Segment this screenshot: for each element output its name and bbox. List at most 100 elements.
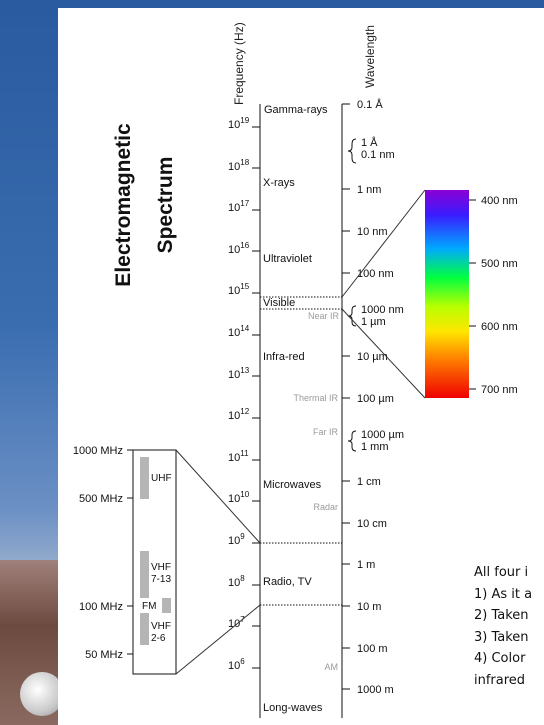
title-line-1: Electromagnetic: [112, 123, 135, 287]
vhf-7-13-range: 7-13: [151, 574, 171, 585]
band-infrared: Infra-red: [263, 351, 305, 363]
uhf-label: UHF: [151, 473, 172, 484]
freq-label-exp: 12: [240, 407, 249, 416]
band-radar: Radar: [313, 502, 338, 512]
radio-zoom-line-bottom: [175, 604, 261, 675]
wl-label: 10 nm: [357, 226, 388, 238]
freq-label-base: 10: [228, 577, 240, 589]
caption-line: 1) As it a: [474, 586, 533, 602]
frequency-labels: 1019 1018 1017 1016 1015 1014 1013 1012 …: [228, 116, 250, 672]
freq-label-base: 10: [228, 660, 240, 672]
frequency-ticks: [252, 126, 260, 669]
freq-label-base: 10: [228, 202, 240, 214]
svg-text:109: 109: [228, 532, 245, 547]
svg-text:1012: 1012: [228, 407, 250, 422]
caption-line: 4) Color: [474, 651, 526, 666]
vhf-2-6-label: VHF: [151, 621, 171, 632]
visible-label: 600 nm: [481, 321, 518, 333]
wavelength-ticks: [342, 188, 350, 690]
freq-label-exp: 19: [240, 116, 249, 125]
band-visible: Visible: [263, 297, 295, 309]
background-observatory-dome: [20, 672, 64, 716]
band-labels: Gamma-rays X-rays Ultraviolet Visible In…: [263, 104, 328, 714]
fm-label: FM: [142, 601, 156, 612]
svg-text:1014: 1014: [228, 324, 250, 339]
svg-text:107: 107: [228, 615, 245, 630]
svg-text:1018: 1018: [228, 158, 250, 173]
wl-label: 1000 µm: [361, 429, 404, 441]
band-thermal-ir: Thermal IR: [293, 393, 338, 403]
visible-zoom-line-bottom: [341, 308, 426, 399]
caption-text-clipped: All four i 1) As it a 2) Taken 3) Taken …: [474, 562, 544, 691]
frequency-axis-title: Frequency (Hz): [232, 22, 246, 105]
freq-label-exp: 14: [240, 324, 249, 333]
band-near-ir: Near IR: [308, 311, 340, 321]
freq-label-exp: 13: [240, 366, 249, 375]
visible-label: 500 nm: [481, 258, 518, 270]
band-radio-tv: Radio, TV: [263, 576, 312, 588]
freq-label-base: 10: [228, 410, 240, 422]
freq-label-base: 10: [228, 369, 240, 381]
wl-label: 1 nm: [357, 184, 381, 196]
mhz-labels: 1000 MHz 500 MHz 100 MHz 50 MHz: [73, 445, 123, 661]
band-far-ir: Far IR: [313, 427, 339, 437]
freq-label-base: 10: [228, 618, 240, 630]
caption-line: All four i: [474, 565, 529, 580]
wl-label: 10 cm: [357, 518, 387, 530]
freq-label-base: 10: [228, 493, 240, 505]
radio-zoom-line-top: [175, 449, 261, 544]
mhz-label: 500 MHz: [79, 493, 123, 505]
wl-label: 1 µm: [361, 316, 386, 328]
freq-label-exp: 18: [240, 158, 249, 167]
visible-label: 400 nm: [481, 195, 518, 207]
band-xray: X-rays: [263, 177, 295, 189]
freq-label-exp: 15: [240, 282, 249, 291]
wavelength-axis-title: Wavelength: [363, 25, 377, 88]
mhz-ticks: [127, 449, 133, 655]
freq-label-exp: 9: [240, 532, 245, 541]
band-gamma: Gamma-rays: [264, 104, 328, 116]
wl-label: 1000 nm: [361, 304, 404, 316]
title-line-2: Spectrum: [154, 157, 177, 254]
radio-band-bars: [140, 457, 171, 645]
wl-label: 0.1 nm: [361, 149, 395, 161]
wavelength-brackets: [347, 138, 357, 452]
freq-label-base: 10: [228, 285, 240, 297]
band-longwaves: Long-waves: [263, 702, 323, 714]
wl-label: 10 m: [357, 601, 381, 613]
freq-label-exp: 10: [240, 490, 249, 499]
wl-label: 1 m: [357, 559, 375, 571]
wavelength-labels: 0.1 Å 1 Å 0.1 nm 1 nm 10 nm 100 nm 1000 …: [357, 98, 404, 696]
freq-label-exp: 6: [240, 657, 245, 666]
svg-text:108: 108: [228, 574, 245, 589]
uhf-bar: [140, 457, 149, 499]
freq-label-base: 10: [228, 161, 240, 173]
band-am: AM: [325, 662, 339, 672]
wl-label: 1 Å: [361, 136, 378, 149]
wl-label: 1000 m: [357, 684, 394, 696]
visible-scale-labels: 400 nm 500 nm 600 nm 700 nm: [481, 195, 518, 396]
svg-text:1017: 1017: [228, 199, 250, 214]
visible-scale-ticks: [469, 199, 476, 390]
sub-band-labels: Near IR Thermal IR Far IR Radar AM: [293, 311, 339, 672]
visible-color-bar: [425, 190, 469, 398]
mhz-label: 100 MHz: [79, 601, 123, 613]
svg-text:1013: 1013: [228, 366, 250, 381]
wl-label: 0.1 Å: [357, 98, 383, 111]
wl-label: 100 µm: [357, 393, 394, 405]
freq-label-exp: 11: [240, 449, 249, 458]
freq-label-exp: 8: [240, 574, 245, 583]
wl-label: 100 m: [357, 643, 388, 655]
wl-label: 100 nm: [357, 268, 394, 280]
freq-label-base: 10: [228, 119, 240, 131]
freq-label-base: 10: [228, 535, 240, 547]
freq-label-exp: 17: [240, 199, 249, 208]
freq-label-base: 10: [228, 327, 240, 339]
vhf-7-13-label: VHF: [151, 562, 171, 573]
vhf-7-13-bar: [140, 551, 149, 598]
freq-label-exp: 16: [240, 241, 249, 250]
svg-text:106: 106: [228, 657, 245, 672]
wl-label: 1 mm: [361, 441, 389, 453]
vhf-2-6-bar: [140, 613, 149, 645]
